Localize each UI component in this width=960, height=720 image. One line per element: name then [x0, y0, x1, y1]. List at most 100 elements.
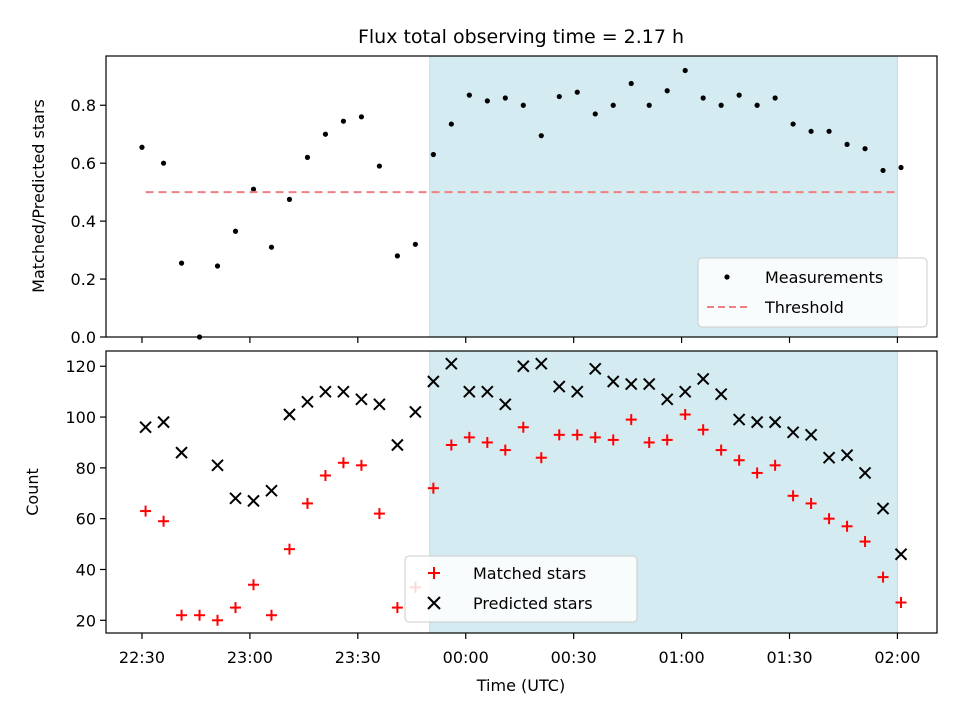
predicted-stars-point	[409, 405, 422, 419]
measurements-point	[340, 118, 347, 124]
measurements-point	[358, 114, 365, 120]
measurements-point	[304, 154, 311, 160]
matched-stars-point	[355, 459, 367, 471]
predicted-stars-point	[139, 421, 152, 434]
bottom-y-tick-label: 40	[76, 560, 96, 579]
top-panel-frame	[105, 55, 938, 338]
measurements-point	[844, 141, 850, 147]
predicted-stars-point	[571, 385, 584, 398]
matched-stars-point	[589, 431, 601, 443]
predicted-stars-point	[247, 494, 260, 508]
predicted-stars-point	[732, 413, 746, 426]
predicted-stars-point	[319, 385, 332, 398]
measurements-point	[178, 260, 185, 266]
matched-stars-point	[499, 444, 511, 456]
x-tick-label: 22:30	[119, 648, 165, 667]
x-tick-label: 00:30	[551, 648, 597, 667]
top-y-tick-label: 0.8	[71, 96, 96, 115]
measurements-point	[139, 144, 145, 150]
predicted-stars-point	[822, 451, 836, 464]
matched-stars-point	[877, 571, 889, 583]
bottom-y-tick-label: 20	[76, 611, 96, 630]
measurements-point	[538, 133, 544, 139]
measurements-point	[232, 228, 239, 234]
predicted-stars-point	[607, 375, 620, 388]
predicted-stars-point	[553, 380, 566, 393]
predicted-stars-point	[445, 357, 458, 370]
bottom-panel: 20 40 60 80 100 120 22:30 23:00 23:30 00:00 00:30…	[23, 350, 938, 695]
matched-stars-point	[625, 414, 637, 426]
matched-stars-point	[571, 429, 583, 441]
measurements-point	[376, 163, 383, 169]
measurements-point	[574, 89, 580, 95]
measurements-point	[160, 160, 167, 166]
predicted-stars-point	[427, 375, 440, 388]
matched-stars-point	[247, 579, 259, 591]
predicted-stars-point	[840, 448, 854, 462]
legend-matched-marker	[428, 567, 440, 579]
matched-stars-point	[319, 469, 331, 481]
predicted-stars-point	[283, 408, 296, 421]
matched-stars-point	[553, 429, 565, 441]
x-tick-label: 01:00	[659, 648, 705, 667]
measurements-point	[628, 80, 634, 87]
predicted-stars-point	[768, 415, 782, 429]
measurements-point	[268, 244, 275, 250]
predicted-stars-point	[517, 360, 530, 373]
matched-stars-point	[463, 431, 475, 443]
legend-threshold-label: Threshold	[764, 298, 844, 317]
predicted-stars-point	[481, 385, 494, 398]
measurements-point	[736, 92, 742, 98]
matched-stars-point	[301, 497, 313, 509]
measurements-point	[790, 121, 796, 127]
bottom-y-tick-label: 80	[76, 459, 96, 478]
measurements-point	[592, 111, 598, 117]
x-tick-label: 23:00	[227, 648, 273, 667]
predicted-stars-point	[157, 415, 170, 429]
matched-stars-point	[607, 434, 619, 446]
matched-stars-point	[265, 609, 277, 621]
bottom-y-tick-label: 100	[65, 408, 96, 427]
measurements-point	[880, 167, 886, 174]
top-legend-box	[697, 257, 928, 328]
matched-stars-point	[140, 505, 152, 517]
matched-stars-point	[283, 543, 295, 555]
measurements-point	[664, 88, 670, 94]
bottom-y-tick-label: 120	[65, 357, 96, 376]
legend-predicted-label: Predicted stars	[473, 594, 593, 613]
matched-stars-point	[535, 452, 547, 464]
matched-stars-point	[895, 597, 907, 609]
predicted-stars-point	[894, 548, 908, 561]
measurements-point	[214, 263, 221, 269]
legend-matched-label: Matched stars	[473, 564, 586, 583]
predicted-stars-point	[463, 385, 476, 398]
predicted-stars-point	[804, 428, 818, 442]
matched-stars-point	[697, 424, 709, 436]
measurements-point	[862, 146, 868, 152]
measurements-point	[700, 95, 706, 101]
matched-stars-point	[841, 520, 853, 532]
measurements-point	[322, 131, 329, 137]
matched-stars-point	[859, 536, 871, 548]
top-legend: Measurements Threshold	[697, 257, 928, 328]
top-y-tick-label: 0.4	[71, 212, 96, 231]
predicted-stars-point	[643, 377, 656, 391]
matched-stars-point	[517, 421, 529, 433]
matched-stars-point	[805, 497, 817, 509]
measurements-point	[430, 151, 436, 158]
matched-stars-point	[787, 490, 799, 502]
measurements-point	[646, 102, 652, 108]
matched-stars-point	[337, 457, 349, 469]
matched-stars-point	[679, 409, 691, 421]
predicted-stars-point	[589, 362, 602, 375]
predicted-stars-point	[337, 385, 350, 398]
top-y-tick-label: 0.6	[71, 154, 96, 173]
legend-measurements-marker	[724, 274, 730, 280]
predicted-stars-point	[660, 393, 674, 406]
matched-stars-point	[230, 602, 242, 614]
top-panel: 0.00.20.40.60.8 Matched/Predicted stars …	[29, 55, 938, 347]
measurements-point	[466, 92, 472, 98]
measurements-point	[556, 93, 562, 100]
bottom-panel-frame	[105, 350, 938, 634]
